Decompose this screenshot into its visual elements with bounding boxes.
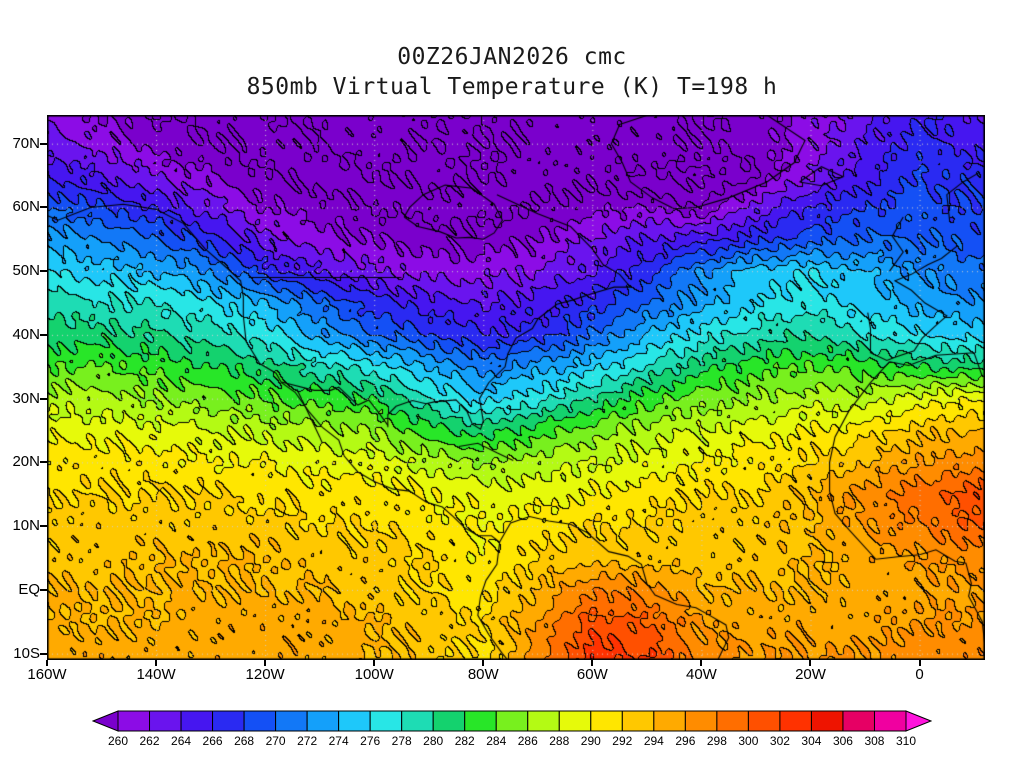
colorbar-band (842, 710, 875, 732)
colorbar-tick-label: 308 (864, 734, 885, 748)
lat-tick-label: 10S (13, 644, 40, 662)
colorbar-tick-label: 288 (549, 734, 570, 748)
lon-tick-mark (373, 660, 376, 666)
colorbar-tick-label: 276 (360, 734, 381, 748)
lon-tick-mark (700, 660, 703, 666)
colorbar-band (495, 710, 529, 732)
lon-tick-label: 20W (795, 666, 826, 683)
lat-tick-label: 20N (12, 453, 40, 471)
colorbar-band (180, 710, 214, 732)
colorbar-band (243, 710, 277, 732)
colorbar-tick-label: 298 (706, 734, 727, 748)
colorbar-band (684, 710, 718, 732)
lat-tick-mark (40, 206, 47, 209)
colorbar-below-arrow (92, 710, 119, 732)
colorbar-tick-label: 278 (391, 734, 412, 748)
lat-tick-label: 10N (12, 517, 40, 535)
lon-tick-mark (809, 660, 812, 666)
lat-tick-mark (40, 142, 47, 145)
map-plot-area (47, 115, 985, 660)
colorbar-band (716, 710, 749, 732)
colorbar-band (149, 710, 182, 732)
colorbar-band (810, 710, 844, 732)
lon-tick-mark (482, 660, 485, 666)
colorbar-band (558, 710, 592, 732)
lon-tick-label: 0 (915, 666, 924, 683)
lat-tick-mark (40, 397, 47, 400)
colorbar-band (653, 710, 686, 732)
colorbar-tick-label: 284 (486, 734, 507, 748)
colorbar-tick-label: 292 (612, 734, 633, 748)
chart-title-run: 00Z26JAN2026 cmc (397, 44, 627, 70)
colorbar-tick-label: 270 (265, 734, 286, 748)
lat-tick-mark (40, 270, 47, 273)
chart-title-field: 850mb Virtual Temperature (K) T=198 h (246, 74, 778, 100)
colorbar-tick-label: 282 (454, 734, 475, 748)
colorbar-tick-label: 264 (171, 734, 192, 748)
lat-tick-mark (40, 461, 47, 464)
chart-header: 00Z26JAN2026 cmc 850mb Virtual Temperatu… (0, 44, 1024, 100)
colorbar-band (306, 710, 340, 732)
lon-tick-label: 80W (467, 666, 499, 683)
colorbar-tick-label: 306 (832, 734, 853, 748)
colorbar-band (338, 710, 371, 732)
colorbar-band (747, 710, 781, 732)
lon-tick-label: 140W (136, 666, 176, 683)
lon-tick-label: 160W (27, 666, 67, 683)
colorbar-tick-label: 304 (801, 734, 822, 748)
colorbar-band (590, 710, 623, 732)
lat-tick-label: 30N (12, 389, 40, 407)
colorbar-tick-label: 272 (297, 734, 318, 748)
colorbar-labels: 260 262 264 266 268 270 272 274 276 278 280 282 284 2… (92, 734, 932, 750)
colorbar-scale (92, 710, 932, 732)
colorbar-tick-label: 268 (234, 734, 255, 748)
lat-tick-label: 60N (12, 198, 40, 216)
colorbar-tick-label: 286 (517, 734, 538, 748)
temperature-colorbar: 260 262 264 266 268 270 272 274 276 278 280 282 284 2… (92, 710, 932, 750)
lat-tick-mark (40, 588, 47, 591)
colorbar-band (873, 710, 907, 732)
colorbar-band (117, 710, 151, 732)
colorbar-tick-label: 274 (328, 734, 349, 748)
colorbar-tick-label: 280 (423, 734, 444, 748)
colorbar-tick-label: 296 (675, 734, 696, 748)
lon-tick-label: 100W (354, 666, 394, 683)
colorbar-tick-label: 260 (107, 734, 129, 748)
lon-tick-label: 40W (685, 666, 717, 683)
colorbar-band (275, 710, 308, 732)
colorbar-tick-label: 302 (769, 734, 790, 748)
lon-tick-mark (264, 660, 267, 666)
lon-tick-mark (918, 660, 921, 666)
lon-tick-label: 120W (245, 666, 285, 683)
colorbar-tick-label: 262 (139, 734, 160, 748)
lat-tick-label: 50N (12, 262, 40, 280)
lat-tick-label: EQ (18, 580, 40, 598)
temperature-field-canvas (47, 115, 985, 660)
colorbar-tick-label: 294 (643, 734, 664, 748)
colorbar-band (621, 710, 655, 732)
colorbar-band (464, 710, 497, 732)
colorbar-band (212, 710, 245, 732)
colorbar-band (401, 710, 434, 732)
colorbar-band (527, 710, 560, 732)
colorbar-band (432, 710, 466, 732)
colorbar-tick-label: 310 (895, 734, 917, 748)
lat-tick-mark (40, 652, 47, 655)
lat-tick-label: 70N (12, 134, 40, 152)
colorbar-tick-label: 266 (202, 734, 223, 748)
lon-tick-mark (46, 660, 48, 666)
colorbar-above-arrow (905, 710, 932, 732)
colorbar-band (779, 710, 812, 732)
lat-tick-mark (40, 333, 47, 336)
colorbar-tick-label: 290 (580, 734, 601, 748)
colorbar-band (369, 710, 403, 732)
lat-tick-label: 40N (12, 325, 40, 343)
lon-tick-mark (591, 660, 594, 666)
lon-tick-label: 60W (576, 666, 608, 683)
colorbar-tick-label: 300 (738, 734, 759, 748)
lon-tick-mark (155, 660, 158, 666)
lat-tick-mark (40, 525, 47, 528)
